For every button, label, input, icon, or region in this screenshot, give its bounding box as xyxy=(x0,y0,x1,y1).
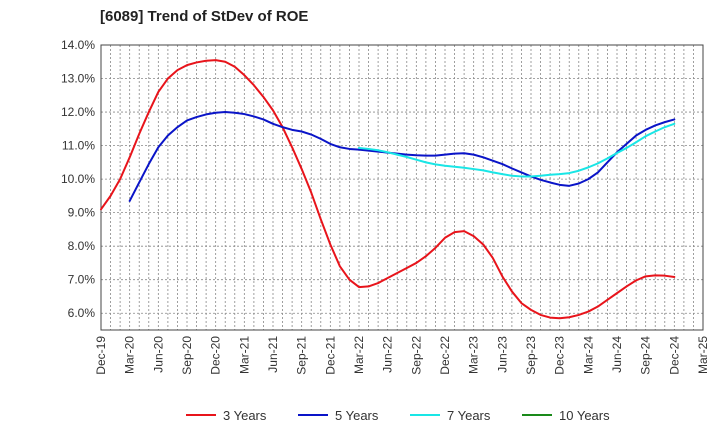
y-tick-label: 8.0% xyxy=(68,239,96,253)
x-tick-label: Dec-21 xyxy=(323,336,337,375)
y-tick-label: 6.0% xyxy=(68,306,96,320)
x-tick-label: Dec-24 xyxy=(667,336,681,375)
series-lines xyxy=(100,59,676,320)
x-tick-label: Jun-23 xyxy=(495,336,509,373)
x-tick-label: Jun-20 xyxy=(151,336,165,373)
series-line-3-years xyxy=(100,59,676,320)
x-tick-label: Mar-21 xyxy=(237,336,251,374)
x-tick-label: Mar-23 xyxy=(467,336,481,374)
series-line-5-years xyxy=(128,111,676,202)
x-tick-label: Sep-20 xyxy=(180,336,194,375)
y-tick-label: 14.0% xyxy=(61,38,95,52)
y-tick-label: 11.0% xyxy=(62,139,95,153)
x-tick-label: Jun-22 xyxy=(381,336,395,373)
x-tick-label: Jun-21 xyxy=(266,336,280,373)
x-tick-label: Dec-19 xyxy=(94,336,108,375)
y-tick-label: 7.0% xyxy=(68,273,96,287)
x-tick-label: Jun-24 xyxy=(610,336,624,373)
grid-lines xyxy=(100,44,704,330)
x-tick-label: Sep-22 xyxy=(409,336,423,375)
legend-label: 3 Years xyxy=(223,408,267,423)
y-tick-label: 10.0% xyxy=(61,172,95,186)
legend-label: 10 Years xyxy=(559,408,610,423)
x-tick-label: Sep-21 xyxy=(295,336,309,375)
x-tick-label: Mar-20 xyxy=(123,336,137,374)
x-tick-label: Dec-20 xyxy=(209,336,223,375)
x-tick-label: Mar-25 xyxy=(696,336,710,374)
y-tick-label: 13.0% xyxy=(61,72,95,86)
x-tick-label: Mar-24 xyxy=(581,336,595,374)
legend-label: 7 Years xyxy=(447,408,491,423)
y-tick-label: 12.0% xyxy=(61,105,95,119)
legend: 3 Years 5 Years 7 Years 10 Years xyxy=(186,408,610,423)
y-tick-label: 9.0% xyxy=(68,206,96,220)
legend-label: 5 Years xyxy=(335,408,379,423)
x-tick-label: Dec-23 xyxy=(553,336,567,375)
x-tick-label: Mar-22 xyxy=(352,336,366,374)
x-tick-label: Sep-24 xyxy=(639,336,653,375)
x-tick-label: Dec-22 xyxy=(438,336,452,375)
axis-ticks: 6.0% 7.0% 8.0% 9.0% 10.0% 11.0% 12.0% 13.0% 14.0… xyxy=(61,38,710,375)
series-line-7-years xyxy=(358,122,676,178)
chart-title: [6089] Trend of StDev of ROE xyxy=(100,8,309,25)
plot-frame xyxy=(100,44,704,331)
x-tick-label: Sep-23 xyxy=(524,336,538,375)
